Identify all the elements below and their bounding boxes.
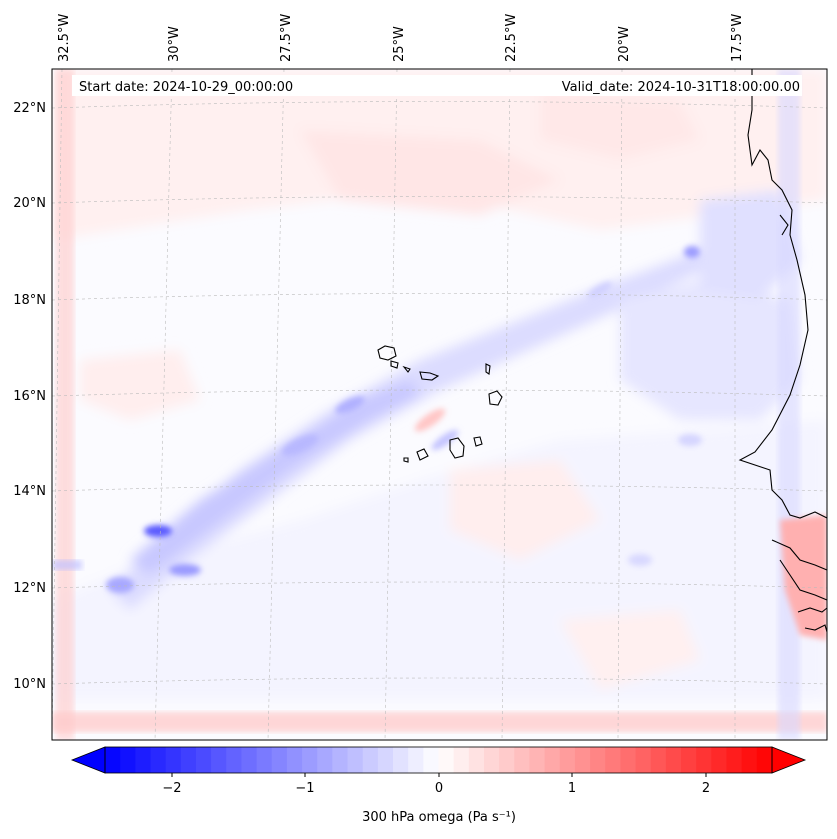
lat-label: 22°N (13, 101, 46, 116)
lat-label: 16°N (13, 389, 46, 404)
lat-label: 10°N (13, 677, 46, 692)
colorbar-segments (105, 747, 773, 773)
colorbar-max-extend (771, 746, 807, 774)
colorbar-segment (377, 747, 394, 773)
lon-label: 17.5°W (730, 14, 745, 62)
colorbar-segment (180, 747, 197, 773)
colorbar-segment (332, 747, 349, 773)
lon-label: 22.5°W (504, 14, 519, 62)
colorbar-segment (605, 747, 622, 773)
colorbar-segment (226, 747, 243, 773)
colorbar-segment (271, 747, 288, 773)
colorbar-segment (696, 747, 712, 773)
lat-label: 12°N (13, 581, 46, 596)
colorbar-tick-label: 1 (568, 781, 576, 796)
colorbar-segment (423, 747, 440, 773)
colorbar-segment (741, 747, 758, 773)
colorbar-segment (756, 747, 773, 773)
lon-label: 27.5°W (279, 14, 294, 62)
colorbar-segment (726, 747, 743, 773)
colorbar-segment (499, 747, 515, 773)
colorbar-segment (483, 747, 500, 773)
colorbar-segment (241, 747, 258, 773)
longitude-labels: 32.5°W 30°W 27.5°W 25°W 22.5°W 20°W 17.5… (57, 14, 745, 62)
colorbar-tick-label: −1 (295, 781, 314, 796)
lon-label: 32.5°W (57, 14, 72, 62)
colorbar-segment (120, 747, 136, 773)
colorbar-segment (286, 747, 303, 773)
colorbar-segment (362, 747, 379, 773)
colorbar: −2 −1 0 1 2 300 hPa omega (Pa s⁻¹) (70, 746, 807, 825)
colorbar-min-extend (70, 746, 106, 774)
header-band (72, 75, 802, 96)
colorbar-tick-label: 2 (702, 781, 710, 796)
colorbar-segment (635, 747, 652, 773)
lat-label: 14°N (13, 484, 46, 499)
colorbar-segment (393, 747, 409, 773)
colorbar-segment (150, 747, 167, 773)
lon-label: 25°W (392, 26, 407, 62)
colorbar-segment (590, 747, 606, 773)
map-frame (51, 68, 828, 741)
colorbar-segment (650, 747, 667, 773)
lat-label: 20°N (13, 196, 46, 211)
start-date-label: Start date: 2024-10-29_00:00:00 (79, 80, 293, 95)
valid-date-label: Valid_date: 2024-10-31T18:00:00.00 (562, 80, 800, 95)
latitude-labels: 22°N 20°N 18°N 16°N 14°N 12°N 10°N (13, 101, 46, 692)
lon-label: 30°W (167, 26, 182, 62)
coastline (377, 69, 828, 633)
lat-label: 18°N (13, 293, 46, 308)
colorbar-segment (620, 747, 637, 773)
colorbar-segment (347, 747, 364, 773)
colorbar-segment (544, 747, 561, 773)
colorbar-segment (453, 747, 470, 773)
colorbar-segment (165, 747, 182, 773)
colorbar-segment (438, 747, 455, 773)
colorbar-segment (559, 747, 576, 773)
colorbar-ticks: −2 −1 0 1 2 (162, 773, 710, 796)
colorbar-segment (711, 747, 728, 773)
colorbar-segment (408, 747, 424, 773)
colorbar-segment (574, 747, 591, 773)
colorbar-segment (317, 747, 333, 773)
colorbar-tick-label: −2 (162, 781, 181, 796)
colorbar-tick-label: 0 (435, 781, 443, 796)
colorbar-segment (302, 747, 318, 773)
colorbar-segment (105, 747, 121, 773)
colorbar-segment (468, 747, 485, 773)
gridlines (52, 69, 827, 740)
colorbar-label: 300 hPa omega (Pa s⁻¹) (362, 810, 516, 825)
colorbar-segment (195, 747, 212, 773)
colorbar-segment (135, 747, 152, 773)
colorbar-segment (529, 747, 546, 773)
colorbar-segment (211, 747, 227, 773)
colorbar-segment (681, 747, 697, 773)
colorbar-segment (256, 747, 273, 773)
colorbar-segment (665, 747, 682, 773)
colorbar-segment (514, 747, 531, 773)
lon-label: 20°W (617, 26, 632, 62)
omega-field (52, 69, 827, 740)
